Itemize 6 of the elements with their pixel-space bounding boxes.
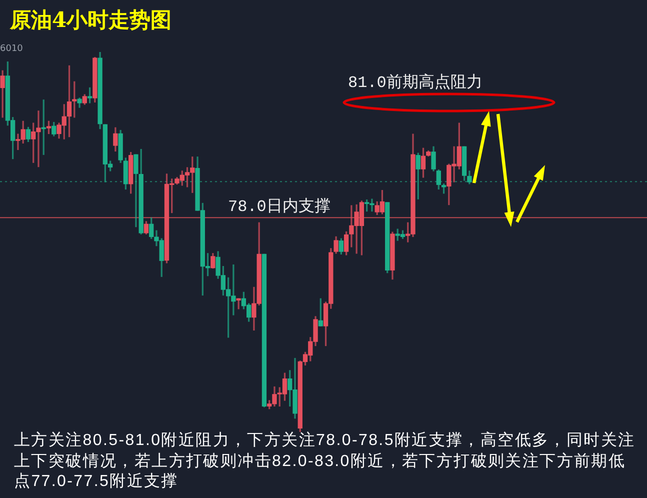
annotation: 81.0前期高点阻力: [348, 72, 482, 93]
annotation: 6010: [0, 44, 23, 54]
chart-title: 原油4小时走势图: [10, 6, 172, 34]
annotation: 上方关注80.5-81.0附近阻力，下方关注78.0-78.5附近支撑，高空低多，同时关注上下突破情况，若上方打破则冲击82.0-83.0附近，若下方打破则关注下方前期低点77.0-77.5附近支撑: [14, 431, 636, 492]
ref-line-label: 78.0日内支撑: [228, 196, 330, 216]
candlestick: [236, 298, 241, 310]
